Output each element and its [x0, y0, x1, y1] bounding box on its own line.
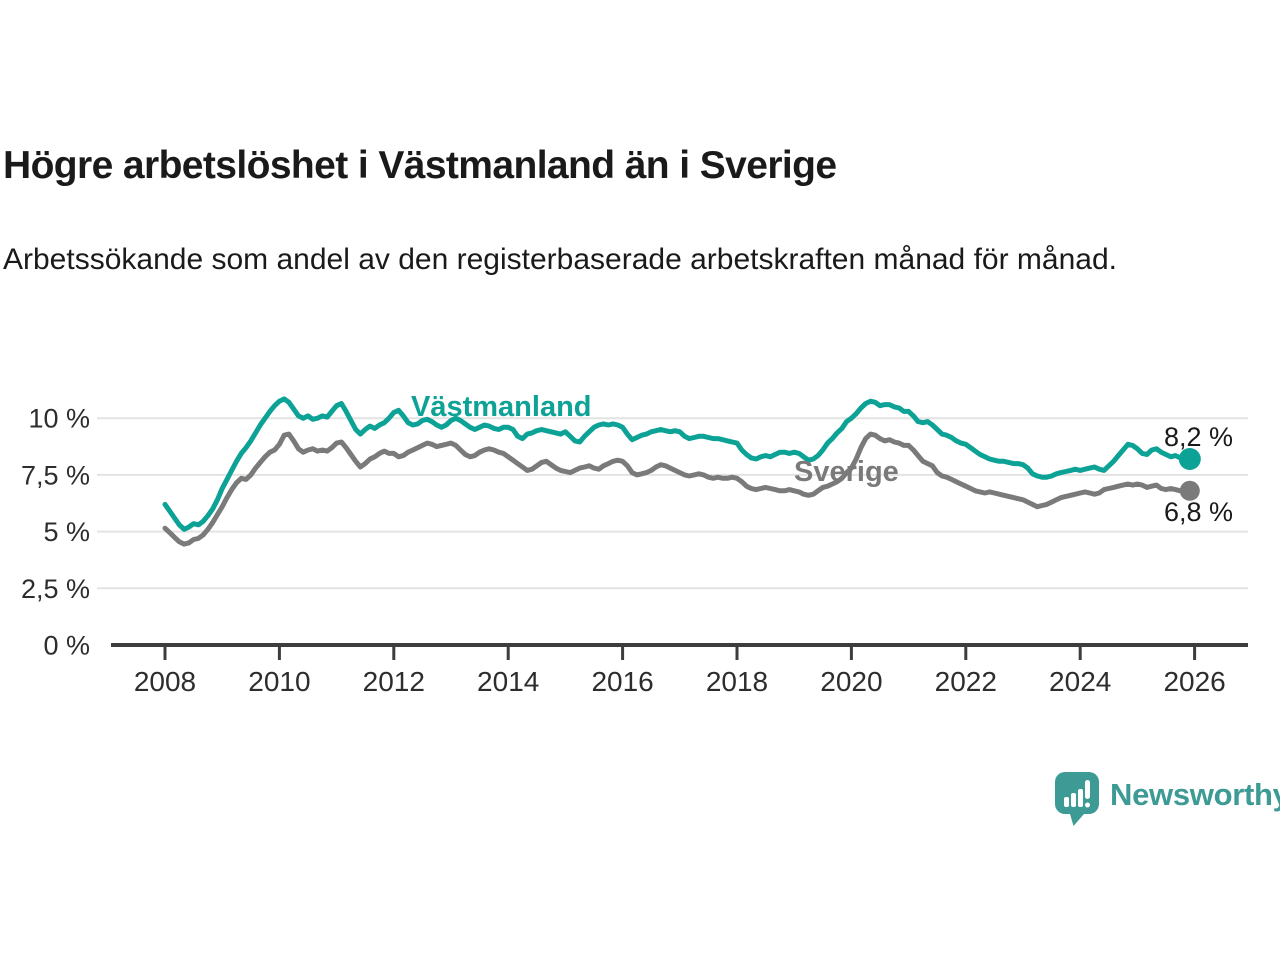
y-axis-tick-label: 0 %	[43, 631, 90, 661]
chart-subtitle: Arbetssökande som andel av den registerb…	[3, 243, 1117, 276]
series-label-sverige: Sverige	[794, 456, 899, 488]
x-axis-tick-label: 2024	[1049, 666, 1111, 697]
series-line-västmanland	[162, 396, 1193, 532]
x-axis-tick-label: 2010	[248, 666, 310, 697]
x-axis-tick-label: 2022	[935, 666, 997, 697]
newsworthy-wordmark: Newsworthy	[1110, 777, 1280, 812]
bar-1	[1064, 797, 1069, 807]
end-value-vastmanland: 8,2 %	[1164, 422, 1234, 452]
y-axis-tick-label: 2,5 %	[21, 574, 90, 604]
y-axis-tick-label: 7,5 %	[21, 460, 90, 490]
series-line-sverige	[162, 431, 1193, 547]
chart-title: Högre arbetslöshet i Västmanland än i Sv…	[3, 144, 837, 187]
series-end-dot-sverige	[1179, 480, 1200, 501]
x-axis-tick-label: 2014	[477, 666, 539, 697]
bar-3	[1078, 789, 1083, 807]
newsworthy-logo: Newsworthy	[1054, 771, 1280, 827]
y-axis-tick-label: 10 %	[28, 404, 90, 434]
series-label-vastmanland: Västmanland	[411, 391, 592, 423]
exclamation-dot	[1085, 802, 1090, 808]
x-axis-tick-label: 2008	[134, 666, 196, 697]
line-chart: 0 % 2,5 % 5 % 7,5 % 10 % 2008 2010 2012 2014 2016…	[21, 396, 1248, 697]
x-axis-tick-label: 2012	[363, 666, 425, 697]
newsworthy-icon	[1055, 772, 1099, 826]
exclamation-stem	[1085, 780, 1090, 799]
end-value-sverige: 6,8 %	[1164, 497, 1234, 527]
x-axis-tick-label: 2020	[820, 666, 882, 697]
series-end-dot-västmanland	[1178, 448, 1201, 470]
x-axis-tick-label: 2018	[706, 666, 768, 697]
speech-bubble-shape	[1055, 772, 1099, 826]
bar-2	[1071, 793, 1076, 807]
y-axis-tick-label: 5 %	[43, 517, 90, 547]
x-axis-tick-label: 2026	[1163, 666, 1225, 697]
x-axis-tick-label: 2016	[591, 666, 653, 697]
